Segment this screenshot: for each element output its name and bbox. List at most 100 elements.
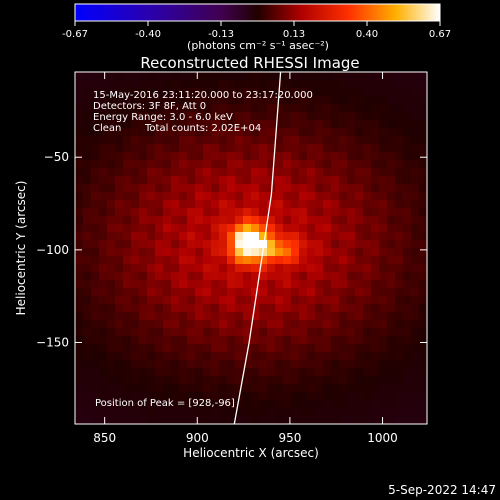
heatmap-cell — [315, 160, 324, 169]
heatmap-cell — [419, 216, 427, 225]
heatmap-cell — [275, 384, 284, 393]
heatmap-cell — [259, 280, 268, 289]
heatmap-cell — [171, 336, 180, 345]
heatmap-cell — [315, 200, 324, 209]
heatmap-cell — [355, 232, 364, 241]
heatmap-cell — [83, 88, 92, 97]
heatmap-cell — [347, 344, 356, 353]
heatmap-cell — [203, 264, 212, 273]
heatmap-cell — [83, 80, 92, 89]
heatmap-cell — [379, 168, 388, 177]
heatmap-cell — [235, 376, 244, 385]
heatmap-cell — [227, 344, 236, 353]
heatmap-cell — [163, 392, 172, 401]
heatmap-cell — [371, 160, 380, 169]
heatmap-cell — [323, 232, 332, 241]
heatmap-cell — [195, 216, 204, 225]
heatmap-cell — [99, 160, 108, 169]
heatmap-cell — [123, 288, 132, 297]
heatmap-cell — [115, 368, 124, 377]
heatmap-cell — [299, 184, 308, 193]
heatmap-cell — [155, 136, 164, 145]
heatmap-cell — [179, 88, 188, 97]
heatmap-cell — [83, 200, 92, 209]
heatmap-cell — [267, 224, 276, 233]
heatmap-cell — [91, 120, 100, 129]
heatmap-cell — [179, 176, 188, 185]
heatmap-cell — [99, 368, 108, 377]
heatmap-cell — [147, 152, 156, 161]
heatmap-cell — [235, 96, 244, 105]
heatmap-cell — [75, 136, 84, 145]
heatmap-cell — [283, 296, 292, 305]
heatmap-cell — [315, 104, 324, 113]
heatmap-cell — [107, 264, 116, 273]
heatmap-cell — [363, 416, 372, 424]
heatmap-cell — [179, 120, 188, 129]
heatmap-cell — [419, 184, 427, 193]
heatmap-cell — [355, 224, 364, 233]
heatmap-cell — [99, 304, 108, 313]
heatmap-cell — [275, 264, 284, 273]
heatmap-cell — [347, 160, 356, 169]
heatmap-cell — [179, 144, 188, 153]
heatmap-cell — [99, 336, 108, 345]
heatmap-cell — [291, 256, 300, 265]
heatmap-cell — [307, 128, 316, 137]
heatmap-cell — [171, 272, 180, 281]
heatmap-cell — [147, 368, 156, 377]
heatmap-cell — [179, 104, 188, 113]
heatmap-cell — [91, 264, 100, 273]
heatmap-cell — [419, 192, 427, 201]
heatmap-cell — [163, 240, 172, 249]
heatmap-cell — [347, 264, 356, 273]
heatmap-cell — [107, 368, 116, 377]
heatmap-cell — [195, 336, 204, 345]
y-tick-label: −150 — [36, 335, 69, 349]
heatmap-cell — [75, 104, 84, 113]
heatmap-cell — [419, 376, 427, 385]
heatmap-cell — [107, 280, 116, 289]
heatmap-cell — [299, 80, 308, 89]
heatmap-cell — [211, 272, 220, 281]
heatmap-cell — [355, 304, 364, 313]
heatmap-cell — [323, 160, 332, 169]
heatmap-cell — [91, 384, 100, 393]
heatmap-cell — [235, 88, 244, 97]
heatmap-cell — [339, 128, 348, 137]
heatmap-cell — [267, 104, 276, 113]
heatmap-cell — [131, 368, 140, 377]
heatmap-cell — [203, 72, 212, 81]
heatmap-cell — [275, 400, 284, 409]
heatmap-cell — [419, 144, 427, 153]
heatmap-cell — [283, 384, 292, 393]
heatmap-cell — [387, 264, 396, 273]
heatmap-cell — [363, 240, 372, 249]
heatmap-cell — [163, 272, 172, 281]
heatmap-cell — [243, 336, 252, 345]
heatmap-cell — [243, 152, 252, 161]
colorbar-unit-label: (photons cm⁻² s⁻¹ asec⁻²) — [187, 39, 329, 52]
heatmap-cell — [339, 264, 348, 273]
heatmap-cell — [403, 328, 412, 337]
heatmap-cell — [259, 288, 268, 297]
heatmap-cell — [211, 392, 220, 401]
heatmap-cell — [419, 400, 427, 409]
heatmap-cell — [339, 376, 348, 385]
heatmap-cell — [331, 160, 340, 169]
heatmap-cell — [395, 400, 404, 409]
heatmap-cell — [123, 224, 132, 233]
heatmap-cell — [283, 312, 292, 321]
heatmap-cell — [283, 184, 292, 193]
heatmap-cell — [387, 200, 396, 209]
heatmap-cell — [275, 96, 284, 105]
heatmap-cell — [235, 312, 244, 321]
heatmap-cell — [131, 192, 140, 201]
heatmap-cell — [371, 288, 380, 297]
heatmap-cell — [419, 72, 427, 81]
heatmap-cell — [179, 360, 188, 369]
heatmap-cell — [123, 128, 132, 137]
heatmap-cell — [131, 104, 140, 113]
heatmap-cell — [363, 128, 372, 137]
heatmap-cell — [395, 184, 404, 193]
